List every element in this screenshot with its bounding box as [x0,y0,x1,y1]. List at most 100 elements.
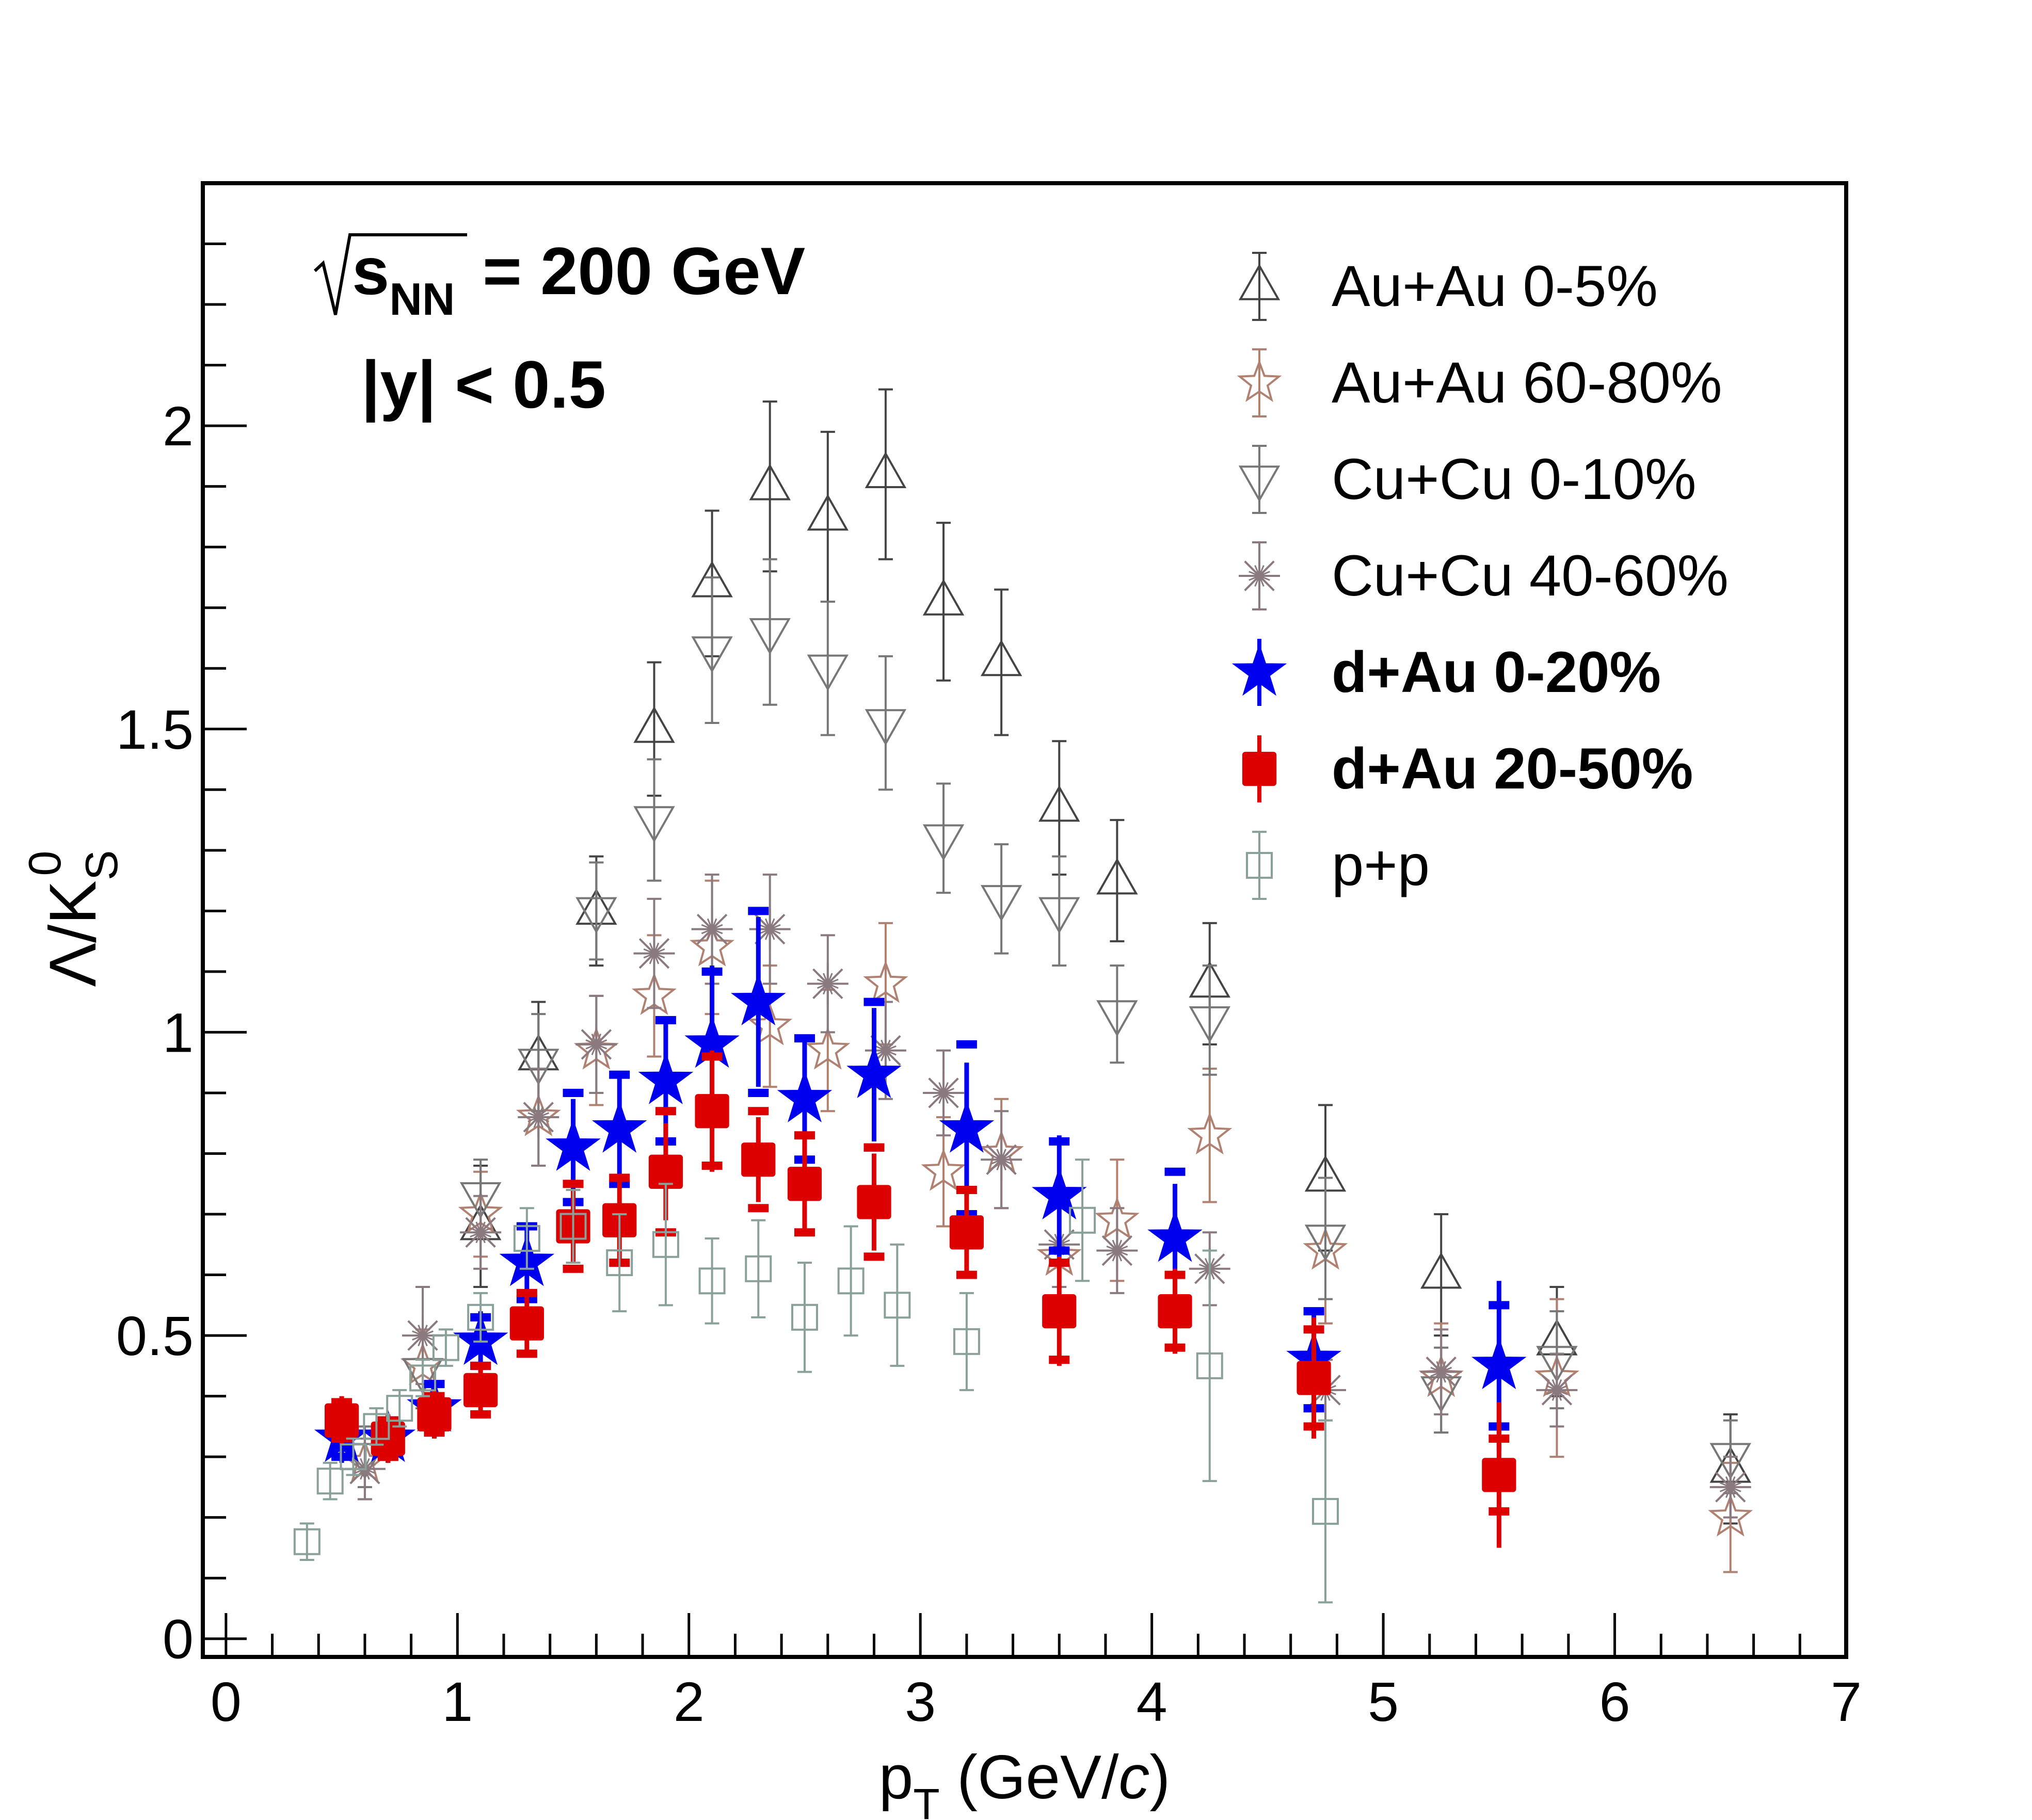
sys-error-mark [655,1016,676,1024]
sys-error-mark [956,1186,977,1195]
marker-spoke [585,1039,607,1050]
data-point [1196,1352,1223,1379]
plot-frame [201,181,1848,1659]
sys-error-mark [1049,1137,1070,1146]
x-tick-label: 1 [442,1670,473,1733]
sys-error-mark [748,1088,769,1097]
sys-error-mark [1164,1270,1186,1279]
data-point [695,1094,729,1129]
legend-label: Au+Au 0-5% [1332,254,1658,318]
legend-label: d+Au 20-50% [1332,736,1693,801]
x-tick-label: 4 [1137,1670,1167,1733]
data-point [846,1045,902,1099]
y-tick-label: 1 [163,1001,194,1064]
data-point [513,1225,540,1252]
marker-spoke [875,1045,897,1056]
data-point [1304,1225,1347,1262]
marker-spoke [1719,1482,1741,1492]
legend-label: Au+Au 60-80% [1332,350,1722,415]
data-point [518,1049,559,1086]
x-tick-label: 2 [674,1670,705,1733]
sys-error-mark [1489,1507,1510,1516]
legend-item-3: Cu+Cu 40-60% [1239,541,1729,610]
data-point [460,1212,502,1253]
data-point [1420,1252,1462,1289]
data-point [747,1003,793,1045]
data-point [1297,1361,1331,1395]
sys-error-mark [1303,1325,1324,1334]
marker-spoke [643,948,665,959]
data-point [591,1100,647,1153]
legend-item-1: Au+Au 60-80% [1237,348,1722,417]
legend-item-5: d+Au 20-50% [1242,735,1693,802]
rapidity-cut: |y| < 0.5 [361,347,606,423]
data-point [1096,858,1138,895]
y-tick-label: 2 [163,395,194,457]
data-point [1536,1346,1578,1383]
data-point [463,1373,498,1407]
data-point [807,654,849,691]
x-axis-title: pT (GeV/c) [879,1743,1171,1820]
sys-error-mark [1049,1246,1070,1255]
data-point [459,1182,502,1219]
data-point [575,1023,617,1065]
sys-error-mark [1049,1356,1070,1364]
sqrt-s-symbol: sNN [352,233,455,325]
legend-marker [1246,852,1273,879]
y-axis-title: Λ/KS0 [19,850,127,987]
data-point [981,1139,1022,1181]
legend-label: d+Au 0-20% [1332,640,1661,704]
data-point [559,1213,587,1240]
data-point [1158,1294,1192,1329]
data-point [1096,1000,1138,1037]
legend-item-2: Cu+Cu 0-10% [1238,445,1697,514]
data-point [698,1267,726,1295]
data-point [1038,785,1080,822]
data-point [633,806,675,843]
data-point [293,1528,321,1555]
data-point [386,1395,413,1422]
data-point [1311,1497,1339,1525]
legend-marker [1237,359,1282,402]
energy-value: = 200 GeV [483,233,805,309]
sys-error-mark [956,1270,977,1279]
data-point [652,1231,679,1258]
data-point [791,1303,818,1331]
data-point [1187,1112,1233,1155]
data-point [1042,1294,1077,1329]
axis-tick-labels: 0 1 2 3 4 5 6 7 0 0.5 1 1.5 2 [116,395,1862,1733]
data-point [745,1255,772,1282]
data-point [606,1249,633,1277]
data-point [324,1403,359,1438]
sys-error-mark [748,907,769,915]
marker-spoke [527,1112,550,1122]
sys-error-mark [1303,1422,1324,1431]
y-tick-label: 0.5 [116,1304,194,1367]
data-point [1471,1336,1527,1390]
marker-spoke [470,1227,492,1238]
data-point [417,1397,452,1431]
series-3 [344,873,1751,1519]
data-point [865,452,907,488]
data-point [923,1072,965,1114]
data-point [363,1413,390,1440]
marker-spoke [1249,571,1270,581]
data-point [691,636,733,673]
data-point [1038,897,1080,934]
x-tick-label: 6 [1599,1670,1630,1733]
sys-error-mark [1303,1307,1324,1316]
marker-spoke [1106,1245,1128,1256]
data-point [884,1292,911,1319]
legend-marker [1238,263,1281,300]
sys-error-mark [1049,1259,1070,1267]
data-point [837,1267,865,1295]
data-point [1069,1206,1096,1234]
x-tick-label: 5 [1368,1670,1399,1733]
data-point [546,1118,601,1171]
sys-error-mark [655,1107,676,1116]
legend: Au+Au 0-5% Au+Au 60-80% Cu+Cu 0-10% Cu+Cu 4… [1231,252,1729,900]
sys-error-mark [1164,1343,1186,1352]
sys-error-mark [1164,1167,1186,1176]
data-point [509,1306,544,1341]
data-point [741,1142,776,1177]
